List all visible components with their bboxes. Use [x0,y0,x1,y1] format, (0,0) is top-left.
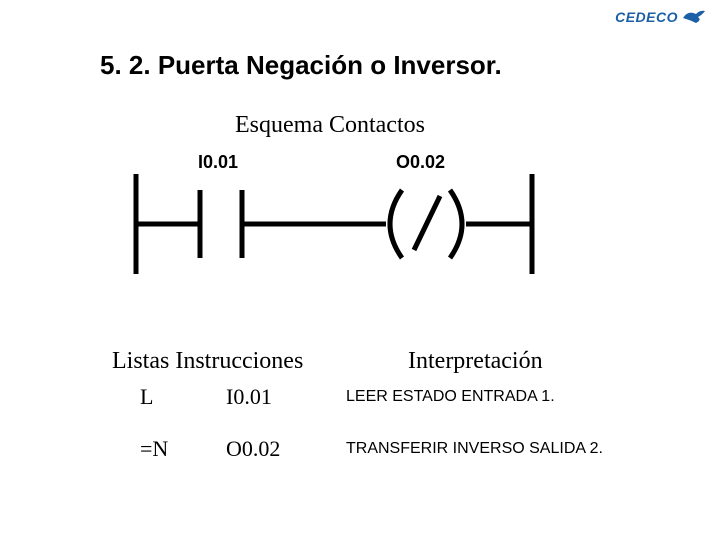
interpretation-heading: Interpretación [408,348,543,375]
instruction-desc: LEER ESTADO ENTRADA 1. [346,384,555,410]
page-title: 5. 2. Puerta Negación o Inversor. [100,50,502,81]
brand-logo: CEDECO [615,8,706,26]
ladder-svg [130,152,550,282]
instruction-arg: I0.01 [226,384,346,410]
ladder-diagram: I0.01 O0.02 [130,152,550,282]
instruction-row: =N O0.02 TRANSFERIR INVERSO SALIDA 2. [140,436,603,462]
ladder-input-label: I0.01 [198,152,238,173]
instruction-arg: O0.02 [226,436,346,462]
ladder-output-label: O0.02 [396,152,445,173]
instruction-op: L [140,384,226,410]
instruction-desc: TRANSFERIR INVERSO SALIDA 2. [346,436,603,462]
bird-icon [682,8,706,26]
instruction-row: L I0.01 LEER ESTADO ENTRADA 1. [140,384,555,410]
brand-logo-text: CEDECO [615,9,678,25]
contacts-subtitle: Esquema Contactos [235,112,425,139]
instruction-op: =N [140,436,226,462]
instructions-heading: Listas Instrucciones [112,348,303,375]
